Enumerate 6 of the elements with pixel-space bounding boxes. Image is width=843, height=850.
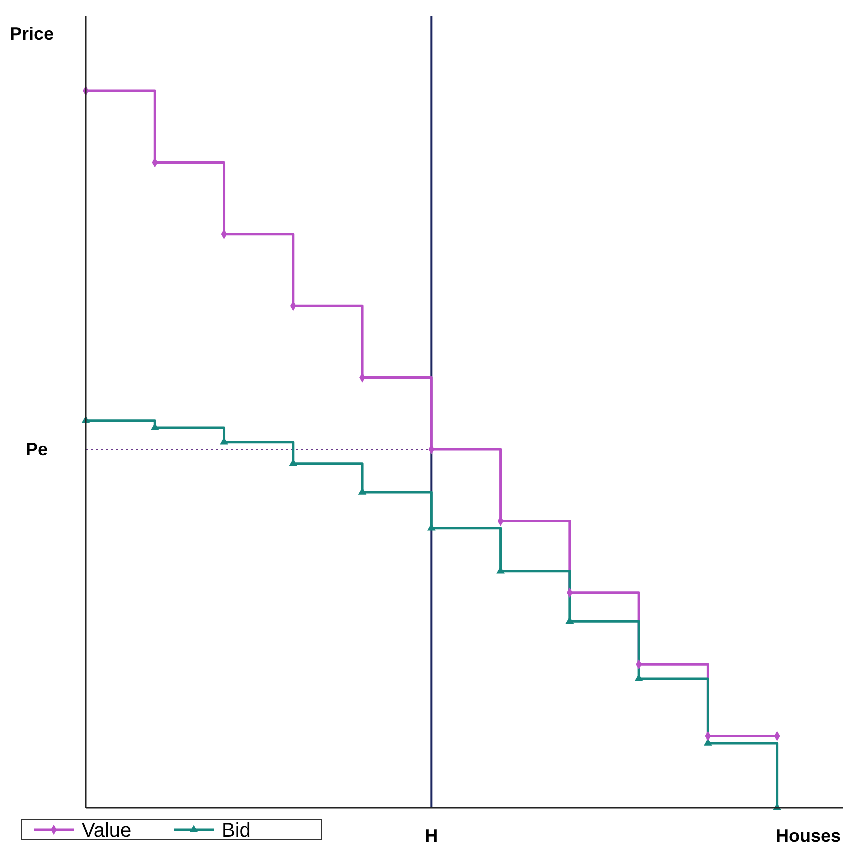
x-axis-title: Houses <box>776 826 841 846</box>
ref-line-label: Pe <box>26 440 48 460</box>
y-axis-title: Price <box>10 24 54 44</box>
legend-label: Value <box>82 820 132 842</box>
text: H <box>425 826 438 846</box>
legend-label: Bid <box>222 820 251 842</box>
